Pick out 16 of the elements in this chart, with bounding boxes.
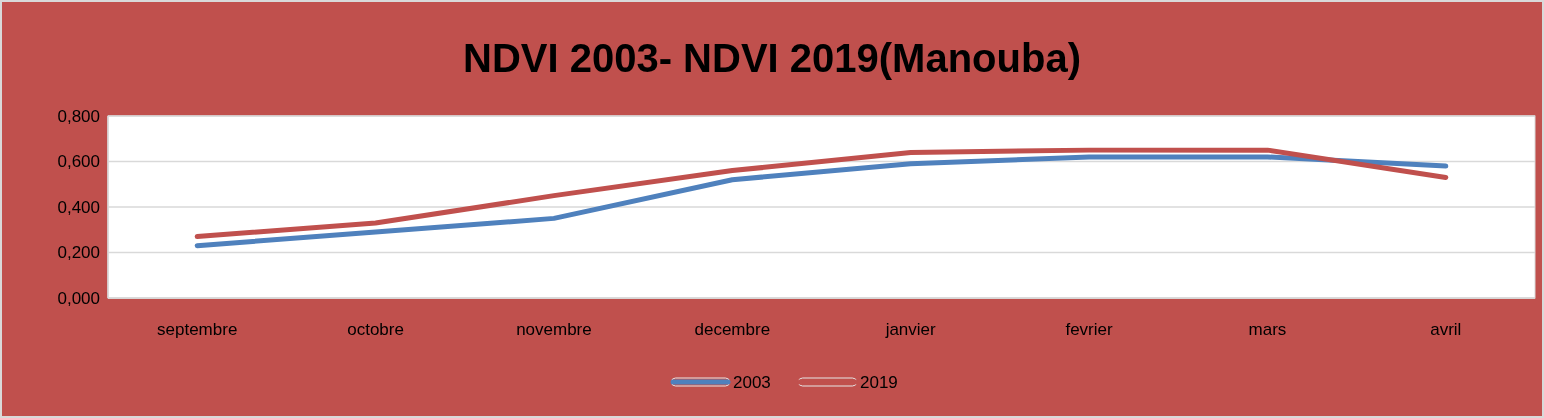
y-tick-label: 0,600 <box>57 152 100 172</box>
legend-label: 2003 <box>733 372 771 392</box>
x-tick-label: mars <box>1248 320 1287 339</box>
x-tick-label: octobre <box>347 320 404 339</box>
y-tick-label: 0,400 <box>57 197 100 217</box>
legend-label: 2019 <box>860 372 898 392</box>
chart-title: NDVI 2003- NDVI 2019(Manouba) <box>463 36 1081 80</box>
y-tick-label: 0,000 <box>57 288 100 308</box>
y-tick-label: 0,800 <box>57 106 100 126</box>
x-tick-label: decembre <box>694 320 771 339</box>
x-tick-label: janvier <box>884 320 937 339</box>
x-tick-label: fevrier <box>1065 320 1114 339</box>
x-tick-label: novembre <box>516 320 592 339</box>
x-tick-label: avril <box>1430 320 1462 339</box>
y-tick-label: 0,200 <box>57 243 100 263</box>
x-tick-label: septembre <box>157 320 238 339</box>
